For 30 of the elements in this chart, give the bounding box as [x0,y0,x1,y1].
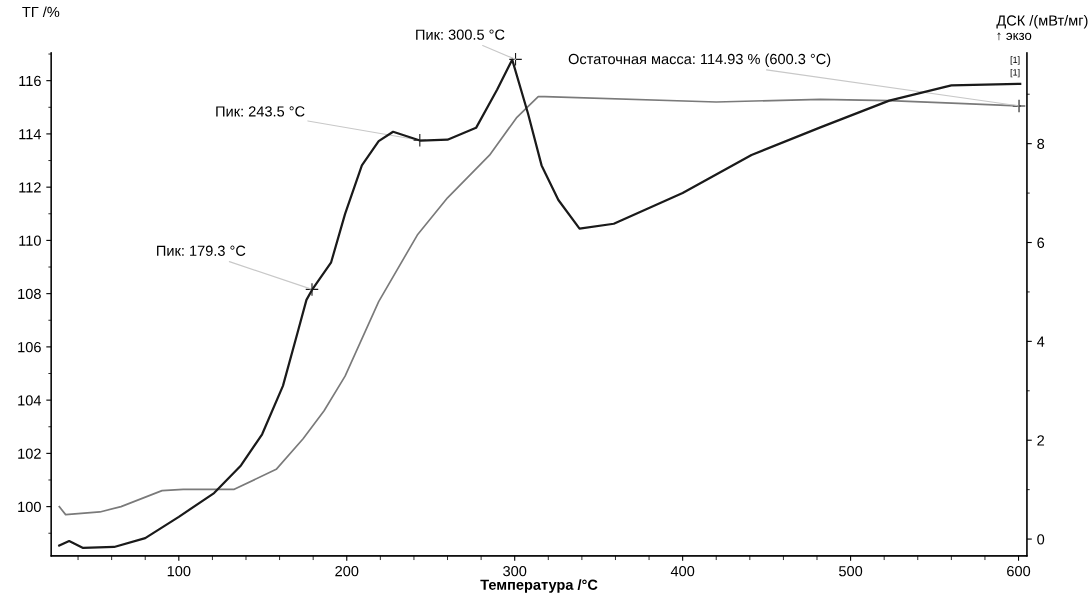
y-tick-label: 104 [18,395,42,406]
y-tick-label: 102 [18,448,41,459]
annotation: Пик: 179.3 °C [157,245,246,256]
x-tick-label: 500 [839,565,863,577]
y2-tick-label: 2 [1037,435,1045,446]
y2-tick-label: 4 [1036,336,1045,347]
y2-tick-label: 0 [1037,534,1045,545]
y2-axis-title: ДСК /(мВт/мг) [996,14,1088,29]
x-tick-label: 200 [335,565,359,577]
y-tick-label: 100 [18,501,41,513]
y-tick-label: 110 [19,235,41,246]
y2-tick-label: 6 [1037,237,1045,248]
x-axis-title: Температура /°C [480,579,598,593]
x-tick-label: 100 [167,565,191,577]
x-tick-label: 300 [503,565,527,577]
text: ↑ экзо [997,32,1032,41]
annotation: Пик: 243.5 °C [216,106,305,117]
annotation: [1] [1010,56,1020,65]
x-tick-label: 600 [1007,565,1031,577]
x-tick-label: 400 [670,565,695,577]
y2-tick-label: 8 [1037,138,1045,150]
annotation: [1] [1010,68,1020,78]
annotation: Пик: 300.5 °C [416,29,505,40]
y-tick-label: 116 [19,75,41,87]
annotation: Остаточная масса: 114.93 % (600.3 °C) [568,53,831,68]
y-tick-label: 114 [19,129,42,140]
y-tick-label: 106 [18,341,41,353]
y-axis-title: ТГ /% [22,6,60,18]
y-tick-label: 108 [18,288,41,300]
y-tick-label: 112 [19,182,41,193]
